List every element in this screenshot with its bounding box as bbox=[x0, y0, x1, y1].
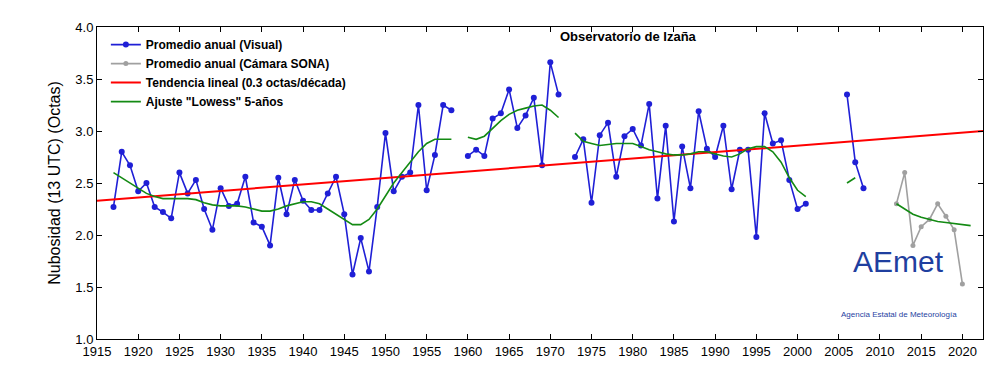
svg-text:1915: 1915 bbox=[83, 344, 112, 359]
svg-text:1970: 1970 bbox=[536, 344, 565, 359]
svg-text:1950: 1950 bbox=[371, 344, 400, 359]
svg-text:3.0: 3.0 bbox=[75, 124, 93, 139]
svg-text:Agencia Estatal de Meteorologí: Agencia Estatal de Meteorología bbox=[841, 310, 957, 319]
svg-text:1975: 1975 bbox=[577, 344, 606, 359]
svg-text:1940: 1940 bbox=[289, 344, 318, 359]
svg-text:2010: 2010 bbox=[866, 344, 895, 359]
svg-text:Observatorio de Izaña: Observatorio de Izaña bbox=[560, 29, 697, 44]
svg-text:1955: 1955 bbox=[412, 344, 441, 359]
svg-text:1920: 1920 bbox=[124, 344, 153, 359]
svg-text:2.5: 2.5 bbox=[75, 176, 93, 191]
svg-text:2015: 2015 bbox=[907, 344, 936, 359]
svg-text:Promedio anual (Visual): Promedio anual (Visual) bbox=[146, 38, 282, 52]
svg-text:1980: 1980 bbox=[618, 344, 647, 359]
svg-text:3.5: 3.5 bbox=[75, 72, 93, 87]
svg-text:2020: 2020 bbox=[948, 344, 977, 359]
svg-text:2.0: 2.0 bbox=[75, 228, 93, 243]
svg-text:1995: 1995 bbox=[742, 344, 771, 359]
svg-text:2005: 2005 bbox=[824, 344, 853, 359]
svg-text:1930: 1930 bbox=[206, 344, 235, 359]
svg-text:Nubosidad (13 UTC) (Octas): Nubosidad (13 UTC) (Octas) bbox=[46, 81, 63, 285]
svg-text:Ajuste "Lowess" 5-años: Ajuste "Lowess" 5-años bbox=[146, 95, 284, 109]
svg-text:Promedio anual (Cámara SONA): Promedio anual (Cámara SONA) bbox=[146, 57, 329, 71]
svg-text:1945: 1945 bbox=[330, 344, 359, 359]
svg-text:1925: 1925 bbox=[165, 344, 194, 359]
svg-text:1985: 1985 bbox=[659, 344, 688, 359]
svg-text:1935: 1935 bbox=[247, 344, 276, 359]
svg-text:1.0: 1.0 bbox=[75, 332, 93, 347]
svg-text:Tendencia lineal (0.3 octas/dé: Tendencia lineal (0.3 octas/década) bbox=[146, 76, 346, 90]
svg-text:2000: 2000 bbox=[783, 344, 812, 359]
svg-text:1965: 1965 bbox=[495, 344, 524, 359]
svg-text:1.5: 1.5 bbox=[75, 280, 93, 295]
svg-text:1960: 1960 bbox=[453, 344, 482, 359]
svg-text:4.0: 4.0 bbox=[75, 20, 93, 35]
svg-text:AEmet: AEmet bbox=[853, 245, 944, 278]
svg-text:1990: 1990 bbox=[701, 344, 730, 359]
